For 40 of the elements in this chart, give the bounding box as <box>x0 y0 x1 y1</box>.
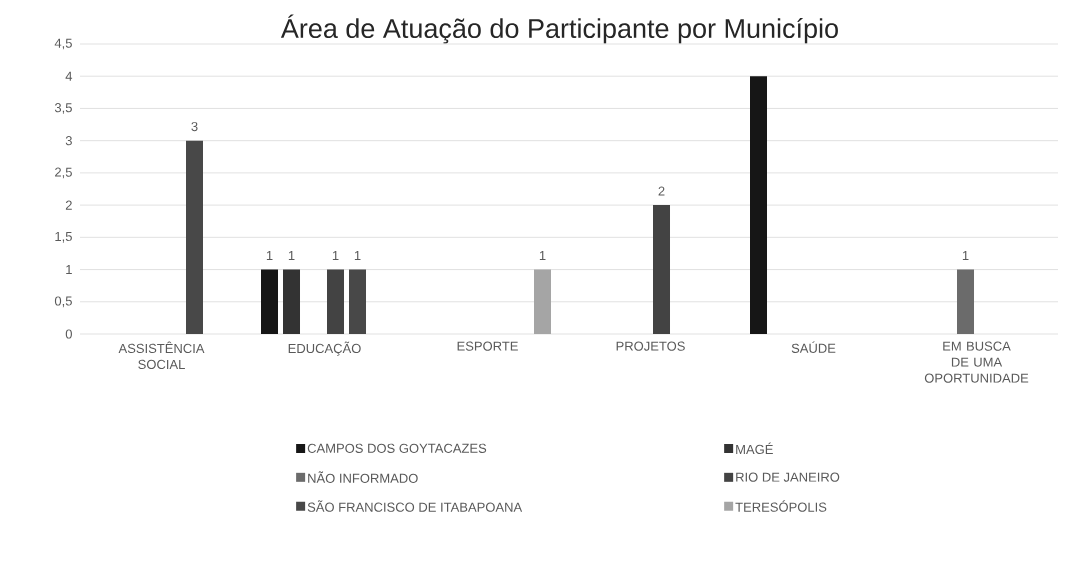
bar <box>750 76 768 334</box>
bar <box>653 205 670 334</box>
data-label: 1 <box>288 251 295 261</box>
data-label: 1 <box>354 251 361 261</box>
bar <box>349 269 367 334</box>
y-tick-label: 1,5 <box>55 232 72 243</box>
bar <box>957 269 975 334</box>
legend-label: SÃO FRANCISCO DE ITABAPOANA <box>307 500 523 512</box>
data-label: 3 <box>191 121 198 132</box>
legend-label: CAMPOS DOS GOYTACAZES <box>307 443 487 453</box>
data-label: 1 <box>962 251 969 261</box>
y-tick-label: 4,5 <box>54 38 72 50</box>
chart-title: Área de Atuação do Participante por Município <box>280 14 838 44</box>
y-tick-label: 0,5 <box>54 296 72 308</box>
legend-label: RIO DE JANEIRO <box>736 472 840 482</box>
y-tick-label: 2,5 <box>55 167 72 179</box>
data-label: 2 <box>658 186 665 196</box>
y-tick-label: 1 <box>66 265 72 275</box>
x-tick-label: PROJETOS <box>616 341 685 351</box>
data-label: 1 <box>332 251 339 261</box>
legend-label: NÃO INFORMADO <box>308 471 418 483</box>
bar <box>186 140 203 334</box>
x-tick-label: ASSISTÊNCIA SOCIAL <box>118 341 205 370</box>
x-tick-label: EDUCAÇÃO <box>288 341 361 356</box>
legend-label: MAGÉ <box>736 442 773 454</box>
bar <box>534 269 552 334</box>
data-label: 1 <box>266 251 273 261</box>
y-tick-label: 4 <box>65 71 73 81</box>
y-tick-label: 3 <box>65 136 72 146</box>
legend-label: TERESÓPOLIS <box>735 500 827 512</box>
bar <box>283 269 301 334</box>
x-tick-label: ESPORTE <box>457 341 518 351</box>
x-tick-label: EM BUSCA DE UMA OPORTUNIDADE <box>924 341 1029 383</box>
y-tick-label: 2 <box>65 200 72 210</box>
bar <box>261 269 279 334</box>
y-tick-label: 0 <box>65 329 72 339</box>
bar <box>327 269 345 334</box>
data-label: 1 <box>539 251 546 261</box>
y-tick-label: 3,5 <box>54 103 72 114</box>
x-tick-label: SAÚDE <box>791 341 836 353</box>
